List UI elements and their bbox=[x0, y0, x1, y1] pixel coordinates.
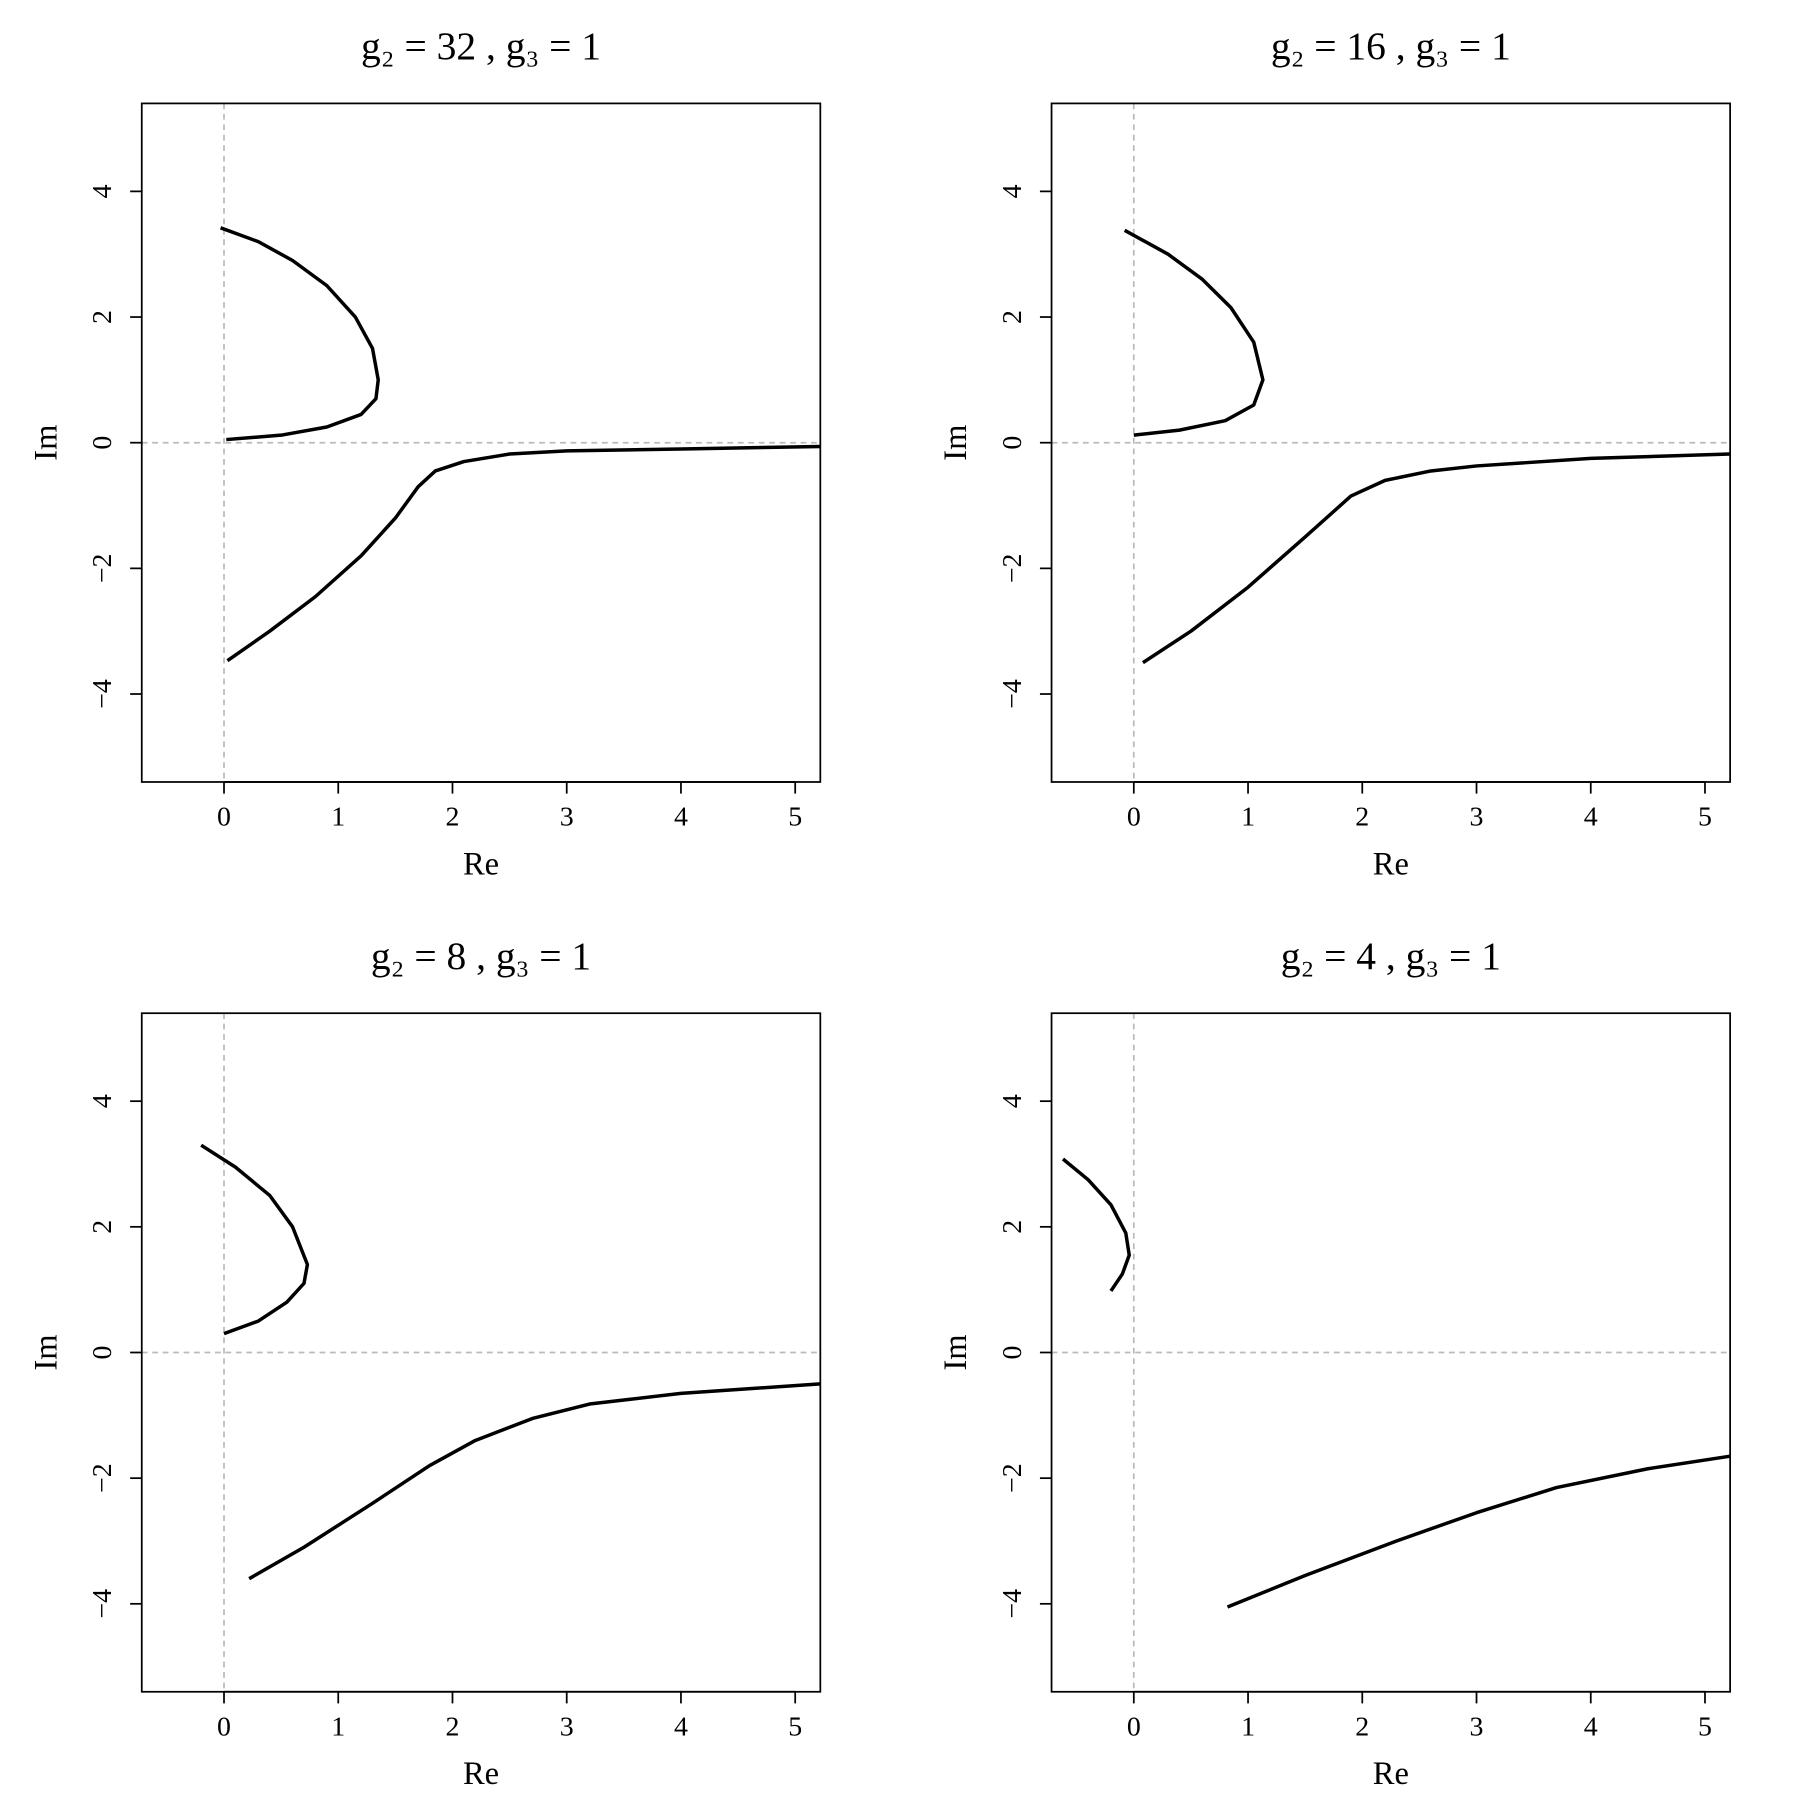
y-tick-label: 2 bbox=[87, 310, 118, 324]
y-tick-label: −2 bbox=[87, 554, 118, 584]
panel: 0 1 2 3 4 5 −4 −2 0 2 4 g₂ = 16 , g₃ = 1 Re Im bbox=[938, 24, 1731, 882]
y-tick-label: 2 bbox=[997, 1220, 1028, 1234]
x-tick-label: 1 bbox=[1241, 802, 1255, 833]
y-tick-label: −4 bbox=[87, 679, 118, 709]
x-tick-label: 1 bbox=[331, 802, 345, 833]
x-tick-label: 0 bbox=[1127, 1711, 1141, 1742]
y-tick-label: 2 bbox=[997, 310, 1028, 324]
x-tick-label: 2 bbox=[1355, 1711, 1369, 1742]
x-tick-label: 5 bbox=[788, 802, 802, 833]
x-tick-label: 3 bbox=[1470, 802, 1484, 833]
y-tick-label: 4 bbox=[87, 1094, 118, 1108]
y-axis-label: Im bbox=[938, 425, 974, 461]
y-axis-label: Im bbox=[938, 1334, 974, 1370]
panel: 0 1 2 3 4 5 −4 −2 0 2 4 g₂ = 32 , g₃ = 1 Re Im bbox=[28, 24, 822, 882]
x-tick-label: 0 bbox=[217, 1711, 231, 1742]
x-tick-label: 2 bbox=[446, 1711, 460, 1742]
y-tick-label: −2 bbox=[87, 1463, 118, 1493]
y-tick-label: −4 bbox=[87, 1589, 118, 1619]
y-tick-label: 2 bbox=[87, 1220, 118, 1234]
y-tick-label: −4 bbox=[997, 1589, 1028, 1619]
panel: 0 1 2 3 4 5 −4 −2 0 2 4 g₂ = 8 , g₃ = 1 Re Im bbox=[28, 934, 822, 1792]
y-tick-label: 0 bbox=[87, 1346, 118, 1360]
chart-title: g₂ = 32 , g₃ = 1 bbox=[361, 24, 601, 68]
x-tick-label: 3 bbox=[560, 802, 574, 833]
y-tick-label: 0 bbox=[997, 436, 1028, 450]
x-axis-label: Re bbox=[1373, 1756, 1409, 1792]
panel: 0 1 2 3 4 5 −4 −2 0 2 4 g₂ = 4 , g₃ = 1 Re Im bbox=[938, 934, 1731, 1792]
chart-title: g₂ = 4 , g₃ = 1 bbox=[1281, 934, 1501, 978]
x-tick-label: 4 bbox=[1584, 1711, 1598, 1742]
x-tick-label: 1 bbox=[1241, 1711, 1255, 1742]
x-tick-label: 3 bbox=[560, 1711, 574, 1742]
x-tick-label: 4 bbox=[674, 1711, 688, 1742]
x-axis-label: Re bbox=[1373, 846, 1409, 882]
x-tick-label: 4 bbox=[674, 802, 688, 833]
x-tick-label: 5 bbox=[1698, 1711, 1712, 1742]
y-tick-label: 0 bbox=[87, 436, 118, 450]
x-axis-label: Re bbox=[463, 1756, 499, 1792]
curve bbox=[200, 1143, 821, 1581]
y-tick-label: 4 bbox=[997, 1094, 1028, 1108]
x-tick-label: 5 bbox=[788, 1711, 802, 1742]
curve bbox=[1061, 1157, 1731, 1609]
y-tick-label: −2 bbox=[997, 554, 1028, 584]
x-tick-label: 0 bbox=[1127, 802, 1141, 833]
y-tick-label: 0 bbox=[997, 1346, 1028, 1360]
y-tick-label: −2 bbox=[997, 1463, 1028, 1493]
y-axis-label: Im bbox=[28, 425, 64, 461]
chart-title: g₂ = 16 , g₃ = 1 bbox=[1271, 24, 1511, 68]
y-axis-label: Im bbox=[28, 1334, 64, 1370]
y-tick-label: 4 bbox=[87, 184, 118, 198]
x-tick-label: 1 bbox=[331, 1711, 345, 1742]
x-tick-label: 5 bbox=[1698, 802, 1712, 833]
curve bbox=[1123, 228, 1731, 665]
y-tick-label: 4 bbox=[997, 184, 1028, 198]
x-tick-label: 2 bbox=[446, 802, 460, 833]
x-tick-label: 3 bbox=[1470, 1711, 1484, 1742]
curve bbox=[219, 226, 821, 663]
x-tick-label: 2 bbox=[1355, 802, 1369, 833]
x-tick-label: 0 bbox=[217, 802, 231, 833]
y-tick-label: −4 bbox=[997, 679, 1028, 709]
x-axis-label: Re bbox=[463, 846, 499, 882]
chart-title: g₂ = 8 , g₃ = 1 bbox=[371, 934, 591, 978]
x-tick-label: 4 bbox=[1584, 802, 1598, 833]
